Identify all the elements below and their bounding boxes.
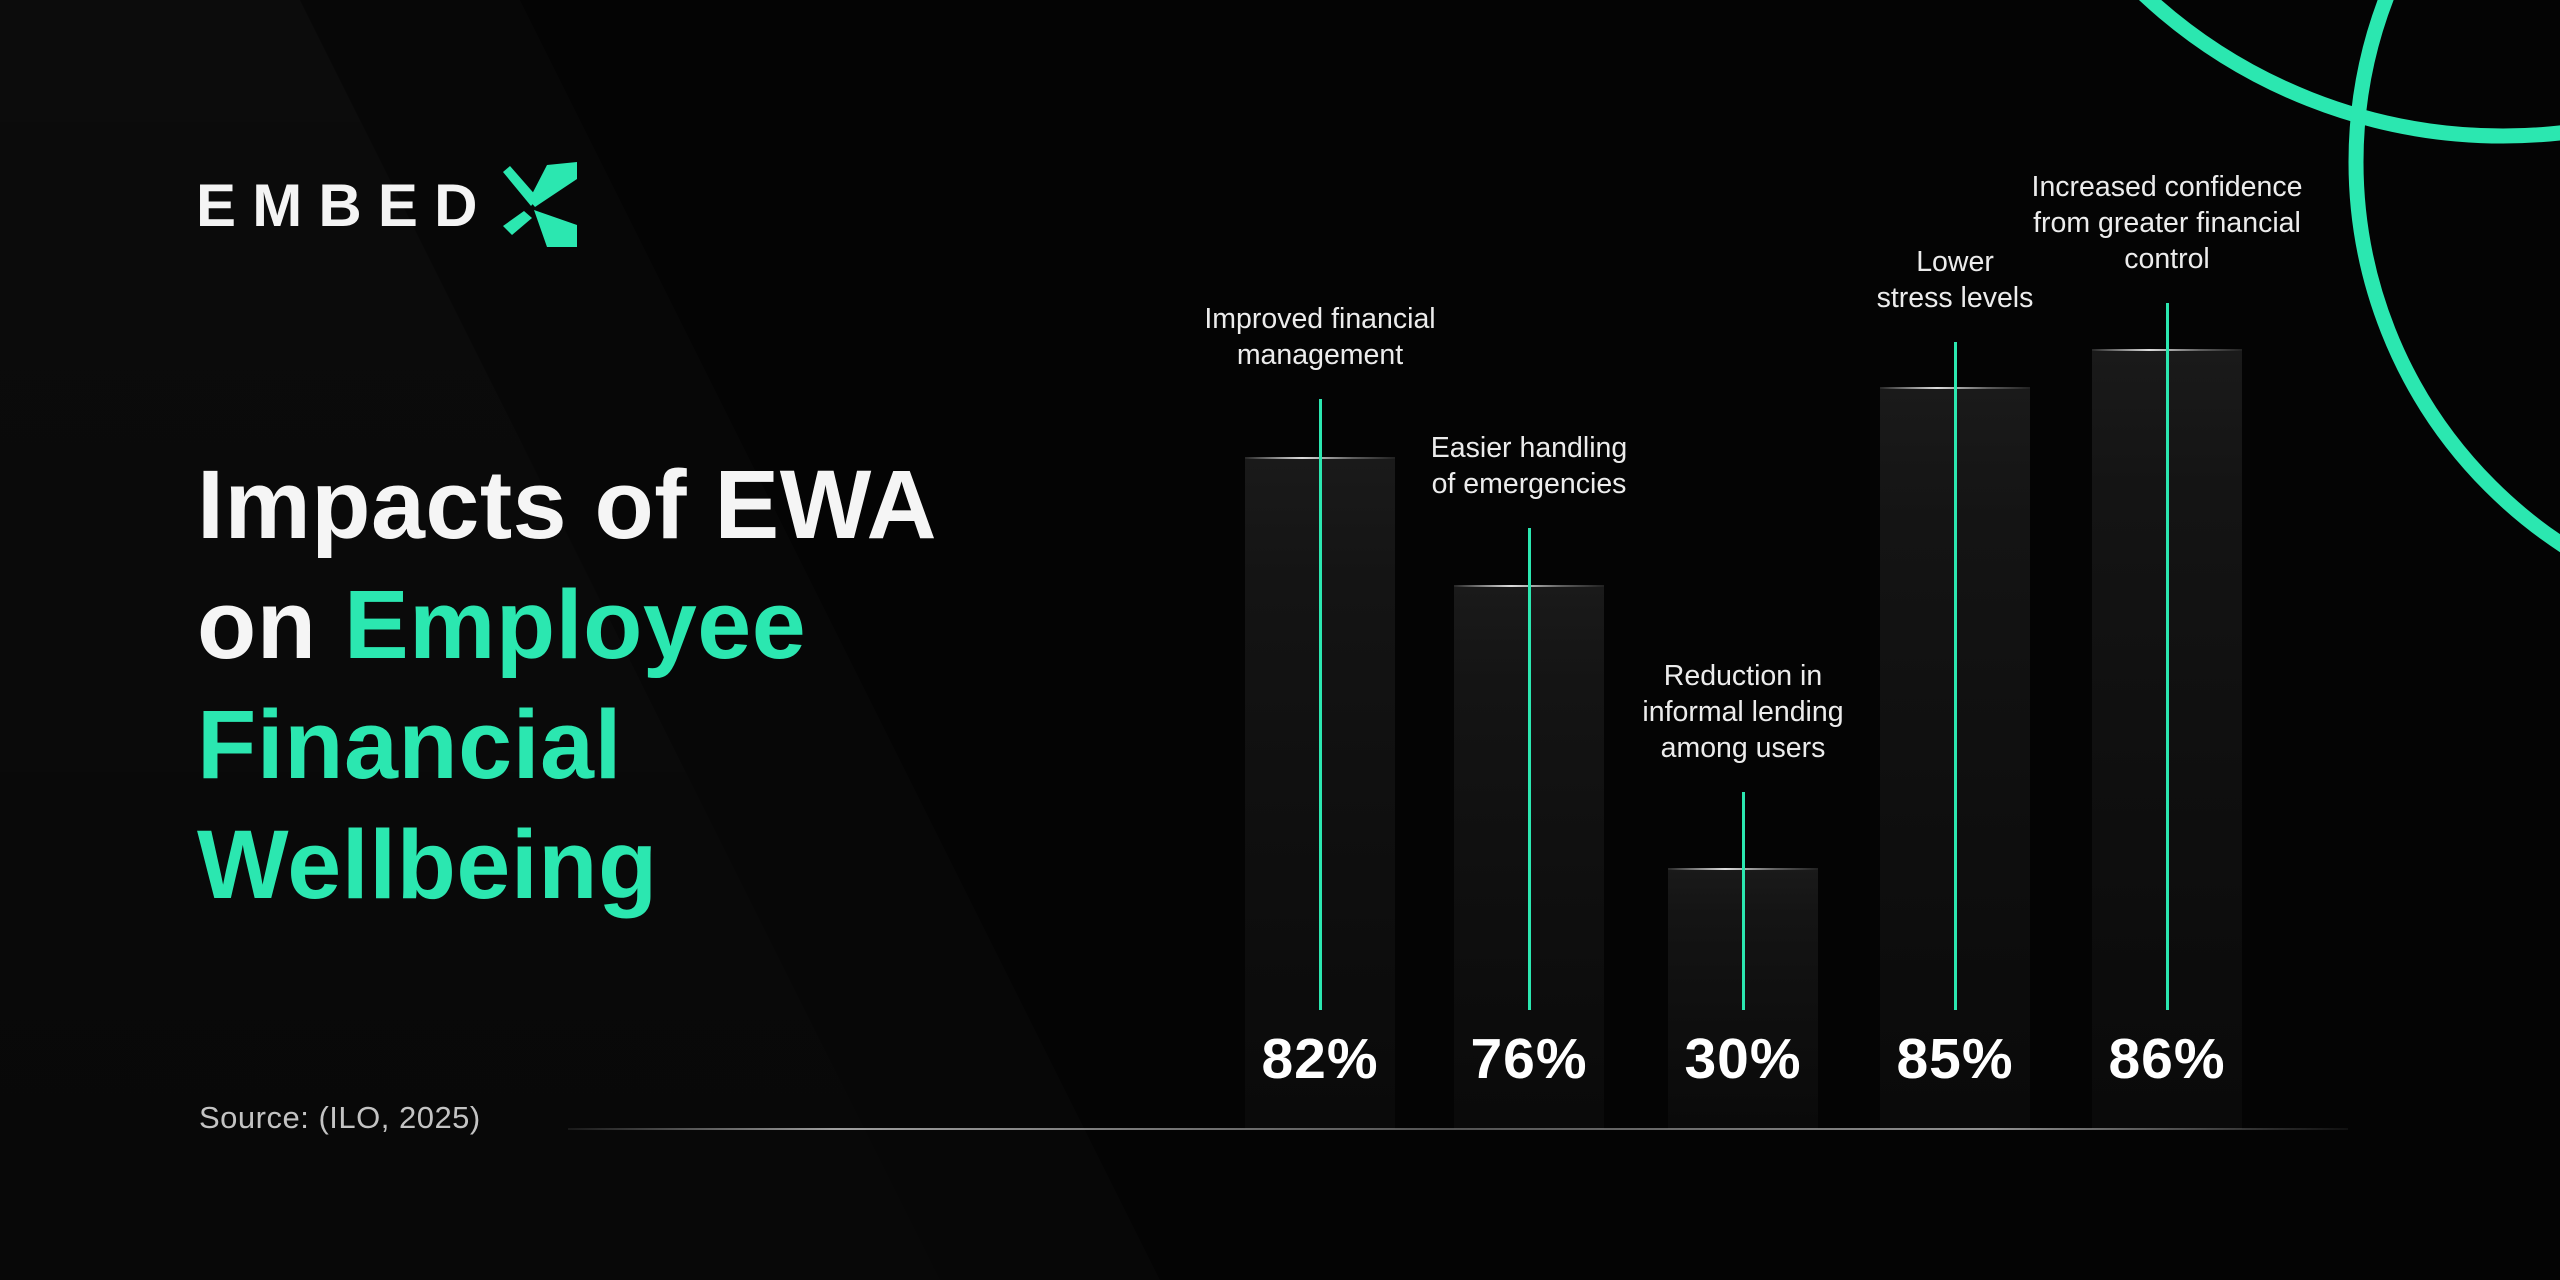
- bar-category-label-line: among users: [1660, 732, 1826, 764]
- bar-category-label: Improved financial management: [1090, 301, 1550, 373]
- bar-category-label-line: from greater financial: [2033, 207, 2301, 239]
- chart-baseline: [568, 1128, 2348, 1130]
- bar-category-label-line: Easier handling: [1430, 432, 1628, 464]
- source-note: Source: (ILO, 2025): [199, 1100, 481, 1135]
- bar-category-label-line: Reduction in: [1663, 660, 1823, 692]
- bar-value-label: 30%: [1684, 1027, 1802, 1091]
- title-line2-white: on: [197, 569, 344, 679]
- bar-value-label: 86%: [2108, 1027, 2226, 1091]
- bar-category-label: Easier handling of emergencies: [1299, 430, 1759, 502]
- bar-value-label: 82%: [1261, 1027, 1379, 1091]
- bar-category-label-line: control: [2124, 243, 2210, 275]
- bar-value-label: 85%: [1896, 1027, 2014, 1091]
- bar-value-label: 76%: [1470, 1027, 1588, 1091]
- bar-category-label: Lower stress levels: [1725, 244, 2185, 316]
- brand-logo-text: EMBED: [196, 172, 494, 239]
- page-title: Impacts of EWA on Employee Financial Wel…: [197, 445, 937, 925]
- bar-category-label-line: management: [1236, 339, 1404, 371]
- brand-x-icon: [502, 162, 577, 247]
- bar-category-label-line: informal lending: [1642, 696, 1844, 728]
- bar-pointer-line: [1318, 399, 1322, 1010]
- bar-pointer-line: [1527, 528, 1531, 1010]
- bar-pointer-line: [1953, 342, 1957, 1010]
- title-line1: Impacts of EWA: [197, 449, 937, 559]
- decorative-circles: [2139, 0, 2560, 552]
- bar-category-label: Increased confidence from greater financi…: [1937, 169, 2397, 277]
- title-line2-teal: Employee: [343, 569, 807, 679]
- bar-category-label-line: of emergencies: [1431, 468, 1627, 500]
- bar-category-label-line: stress levels: [1876, 282, 2034, 314]
- title-line3: Financial: [197, 689, 622, 799]
- decorative-circle-icon: [2348, 0, 2560, 552]
- bar-category-label-line: Lower: [1916, 246, 1994, 278]
- bar-category-label-line: Improved financial: [1204, 303, 1436, 335]
- bar-category-label-line: Increased confidence: [2031, 171, 2303, 203]
- bar-pointer-line: [2165, 303, 2169, 1010]
- brand-logo: EMBED: [196, 162, 580, 250]
- title-line4: Wellbeing: [197, 809, 658, 919]
- decorative-circle-icon: [2139, 0, 2560, 144]
- bar-pointer-line: [1741, 792, 1745, 1010]
- bar-category-label: Reduction in informal lending among users: [1513, 658, 1973, 766]
